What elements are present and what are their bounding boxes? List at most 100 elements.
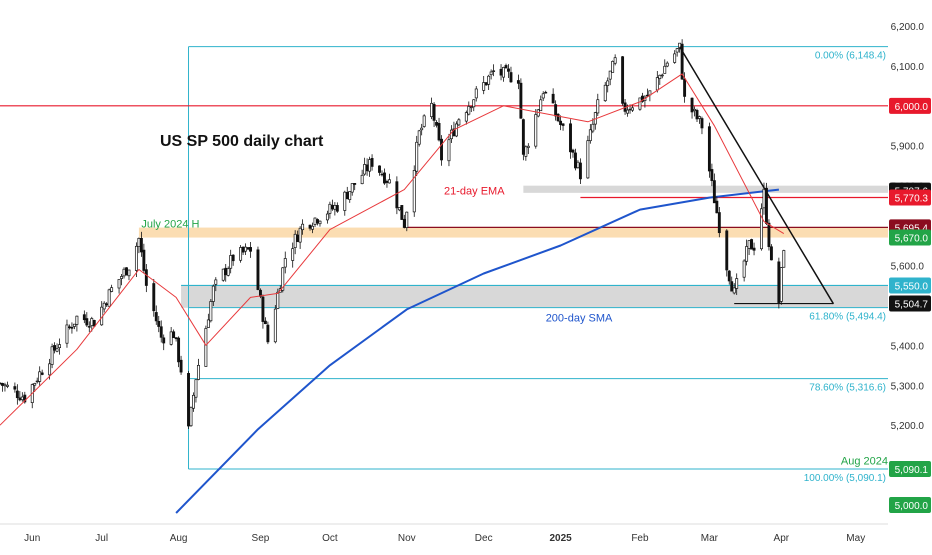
- candle: [65, 319, 69, 348]
- candle: [58, 338, 61, 355]
- candle-body: [162, 337, 166, 344]
- candle-body: [405, 211, 409, 228]
- candle-body: [690, 97, 694, 113]
- candle-body: [769, 246, 773, 261]
- candle: [105, 302, 109, 307]
- candle: [298, 226, 302, 249]
- candle: [211, 284, 215, 307]
- candle: [779, 267, 783, 305]
- price-tick-label: 5,300.0: [891, 381, 925, 392]
- candle-body: [725, 230, 729, 271]
- candle-body: [370, 158, 374, 167]
- candle: [35, 377, 39, 384]
- candle-body: [125, 267, 128, 276]
- candle: [673, 50, 677, 64]
- candle-body: [330, 204, 334, 210]
- candle-body: [273, 308, 277, 343]
- candle-body: [214, 279, 218, 285]
- candle-body: [727, 270, 731, 282]
- candle-body: [412, 170, 416, 213]
- price-label-text: 5,670.0: [895, 234, 929, 245]
- candle: [665, 61, 669, 68]
- candle-body: [779, 267, 783, 302]
- candle-body: [211, 285, 215, 302]
- candle: [189, 406, 193, 427]
- candle: [574, 148, 577, 171]
- candle-body: [432, 103, 436, 121]
- time-axis[interactable]: Jun Jul Aug Sep Oct Nov Dec 2025 Feb Mar Apr May: [24, 533, 865, 544]
- candle: [559, 115, 563, 131]
- candle: [244, 243, 248, 255]
- price-label: 5,770.3: [889, 189, 931, 206]
- time-tick-label: Dec: [475, 533, 493, 544]
- candle: [400, 205, 404, 220]
- candle: [541, 91, 545, 101]
- candle: [437, 117, 441, 142]
- candle: [385, 179, 389, 188]
- candle-body: [658, 74, 662, 80]
- candle: [760, 203, 763, 251]
- candle-body: [544, 91, 548, 94]
- candle-body: [3, 384, 7, 387]
- candle-body: [65, 324, 69, 344]
- candle-body: [187, 373, 190, 427]
- candle-body: [48, 363, 52, 376]
- candle: [432, 102, 436, 128]
- candle: [368, 156, 372, 177]
- candle-body: [750, 239, 754, 250]
- price-tick-label: 5,900.0: [891, 142, 925, 153]
- price-label-text: 6,000.0: [895, 102, 929, 113]
- candle: [524, 145, 528, 161]
- candle: [5, 381, 9, 389]
- candle: [675, 48, 679, 57]
- candle-body: [712, 180, 716, 204]
- candle: [638, 97, 642, 111]
- price-label-box: [889, 277, 931, 294]
- candle: [179, 355, 183, 375]
- candle: [405, 211, 409, 232]
- candle: [194, 379, 198, 403]
- candle: [68, 324, 71, 330]
- candle-body: [378, 165, 381, 173]
- candle: [50, 343, 54, 369]
- candle-body: [730, 281, 734, 292]
- price-label: 5,000.0: [889, 497, 931, 514]
- candle-body: [586, 140, 590, 179]
- candle-body: [189, 406, 193, 427]
- candle-body: [82, 314, 86, 321]
- candle-body: [58, 344, 61, 349]
- candle: [20, 392, 24, 402]
- candle: [263, 317, 267, 325]
- candle: [325, 210, 329, 224]
- price-label-text: 5,770.3: [895, 194, 929, 205]
- candle: [348, 191, 352, 203]
- price-tick-label: 5,600.0: [891, 261, 925, 272]
- time-tick-label: Mar: [701, 533, 719, 544]
- candle-body: [499, 68, 503, 76]
- candle: [561, 123, 565, 131]
- candle: [246, 246, 250, 251]
- candle-body: [107, 289, 111, 307]
- candle: [621, 56, 625, 106]
- candle-body: [732, 287, 736, 294]
- candle-body: [134, 245, 138, 271]
- candle: [258, 288, 262, 299]
- candle: [100, 301, 104, 326]
- candle-body: [0, 382, 2, 385]
- candle: [698, 115, 701, 124]
- candle-body: [752, 247, 756, 251]
- candle: [440, 135, 443, 166]
- candle: [120, 274, 123, 286]
- price-tick-label: 5,200.0: [891, 421, 925, 432]
- candle: [196, 358, 200, 381]
- candle-body: [70, 326, 74, 329]
- candle-body: [469, 106, 473, 109]
- candle-body: [311, 225, 314, 230]
- candle: [556, 113, 560, 123]
- annotation-label: 200-day SMA: [546, 312, 613, 324]
- candle: [142, 243, 146, 274]
- candle-body: [487, 75, 491, 85]
- candle-body: [196, 365, 200, 380]
